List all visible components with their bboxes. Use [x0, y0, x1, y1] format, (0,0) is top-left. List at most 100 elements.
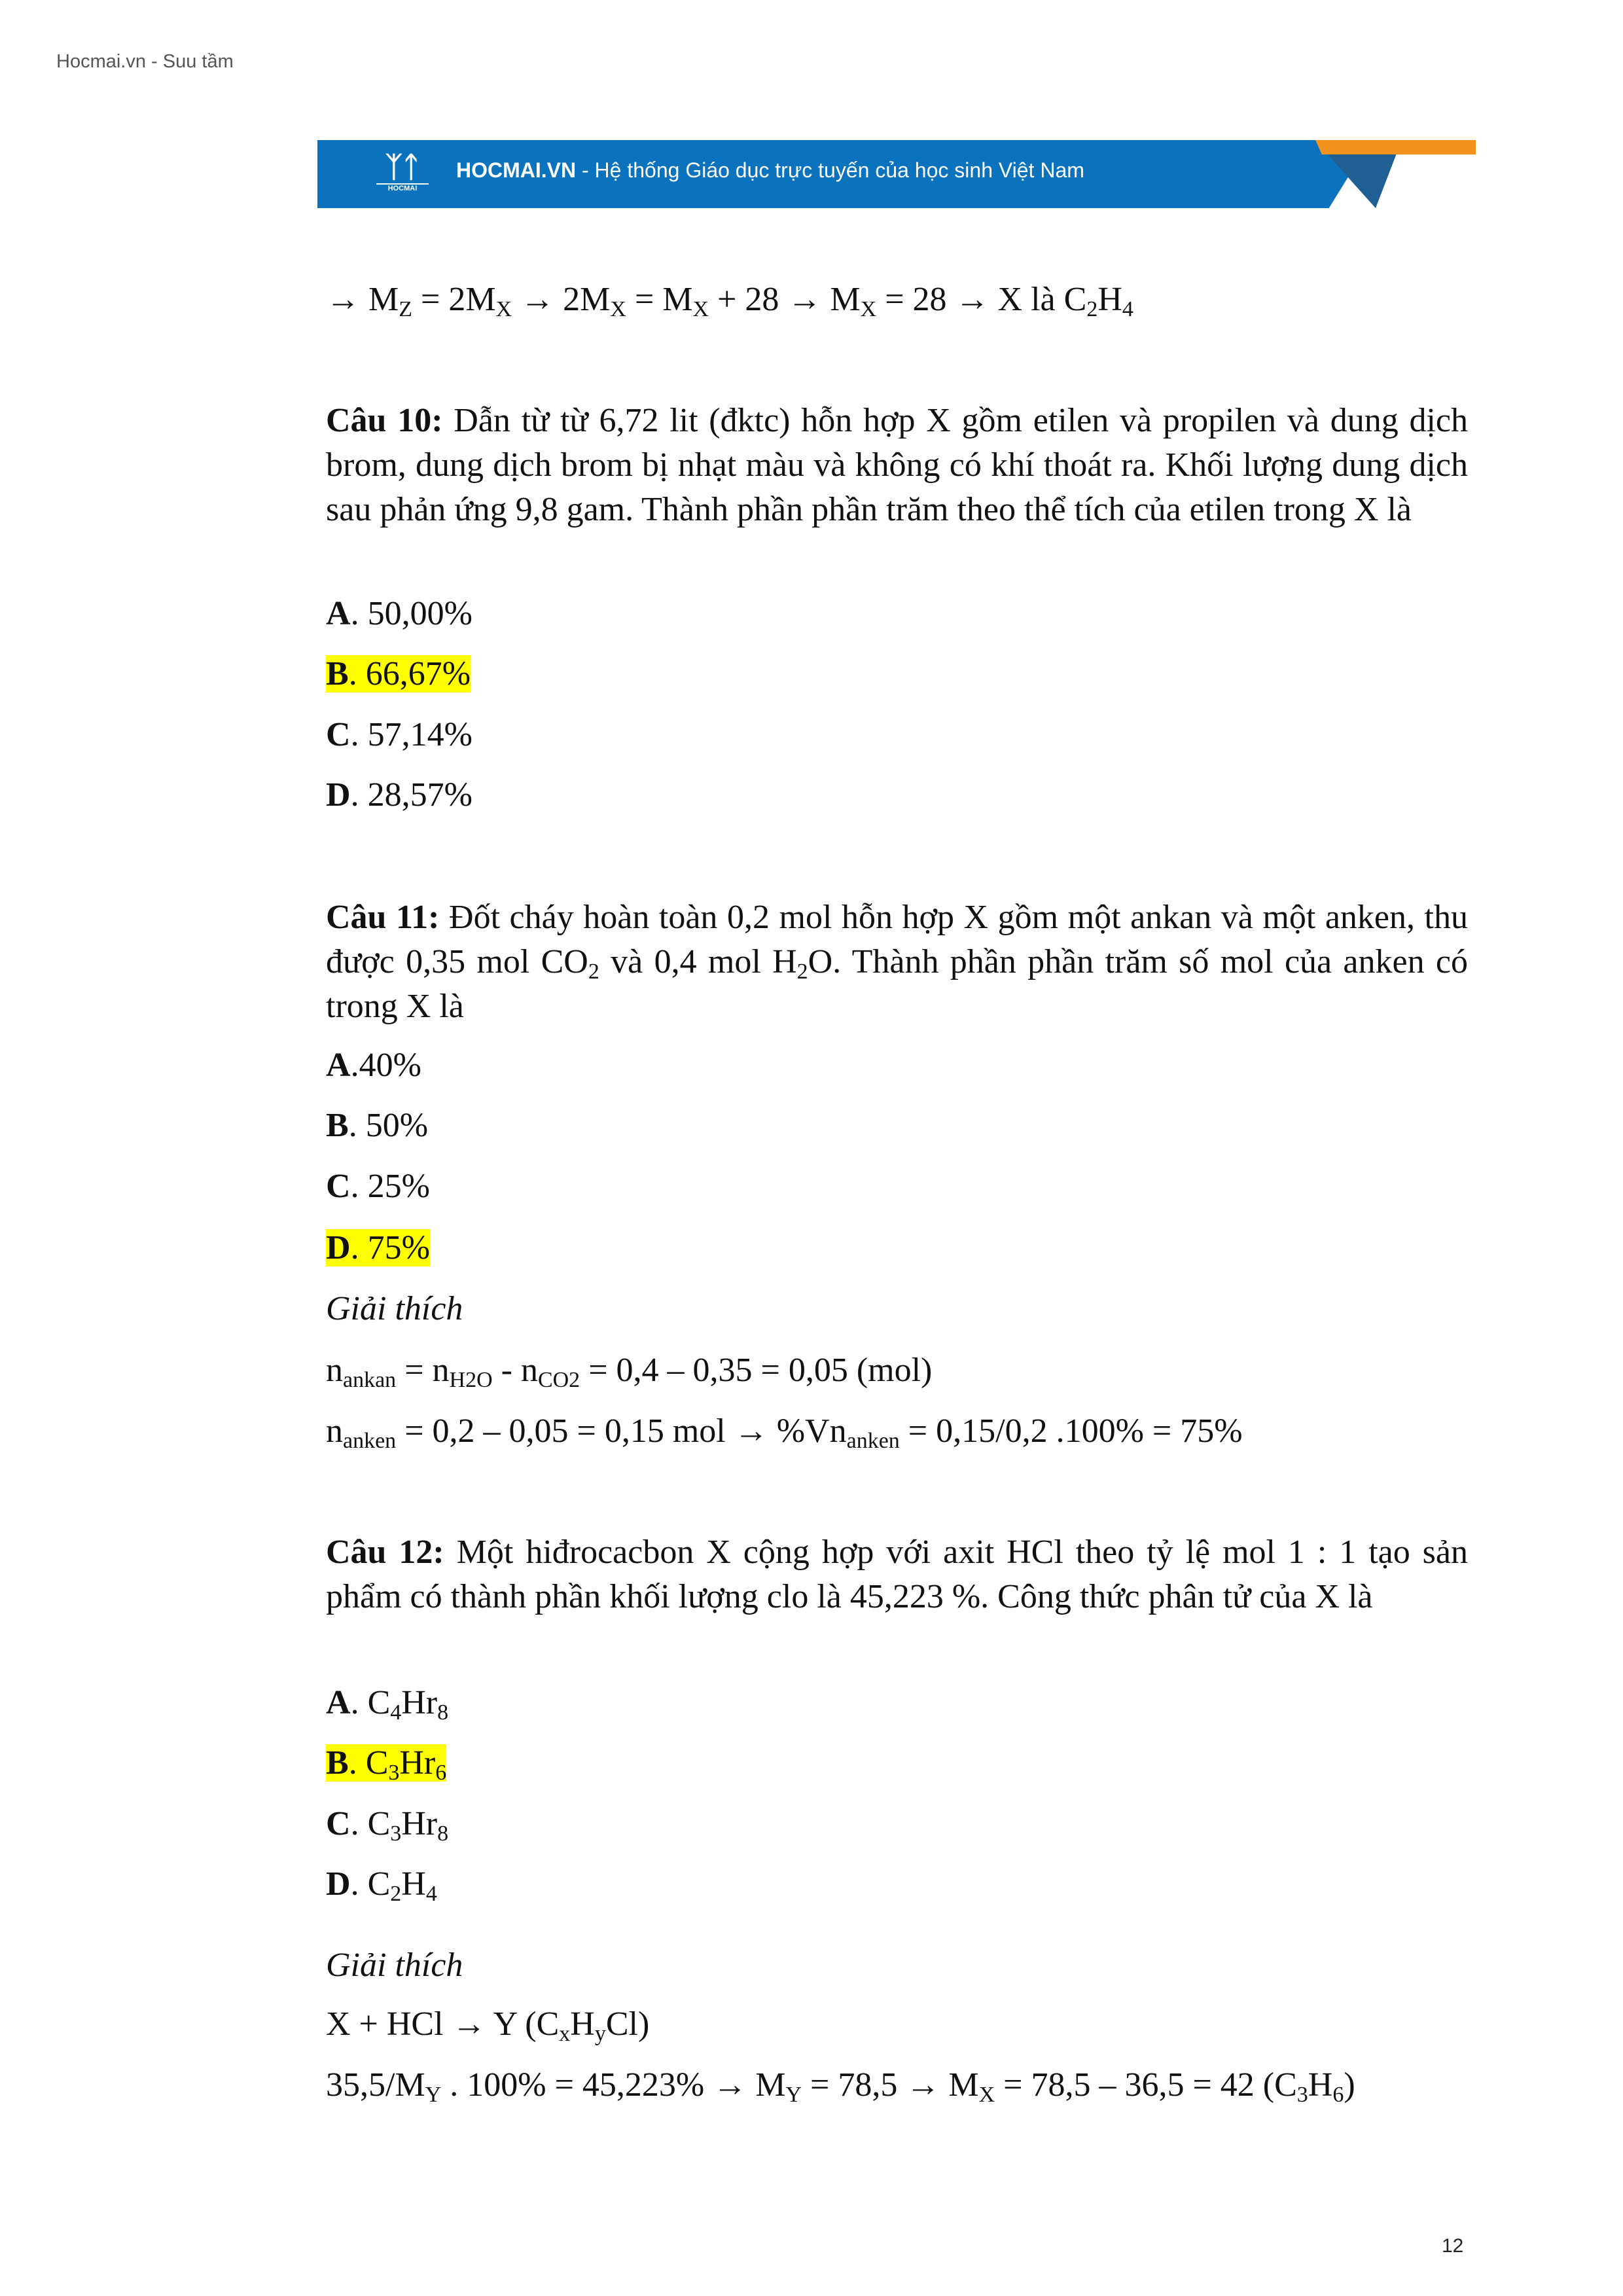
answer-11c: C. 25%	[326, 1164, 1468, 1209]
bold-label: D	[326, 776, 351, 814]
text: = 78,5 – 36,5 = 42 (C	[995, 2066, 1297, 2104]
subscript: X	[495, 297, 512, 321]
subscript: 3	[1296, 2083, 1308, 2107]
text: .40%	[350, 1047, 421, 1084]
text: . 66,67%	[348, 655, 471, 692]
text: . C	[350, 1865, 391, 1903]
subscript: 8	[437, 1700, 449, 1725]
text: = 0,4 – 0,35 = 0,05 (mol)	[580, 1352, 933, 1389]
explanation-11-line1: nankan = nH2O - nCO2 = 0,4 – 0,35 = 0,05…	[326, 1348, 1468, 1393]
text: + 28 → M	[709, 281, 861, 318]
bold-label: A	[326, 595, 351, 632]
brand-name: HOCMAI.VN	[456, 158, 577, 182]
bold-label: B	[326, 1744, 349, 1782]
bold-label: Câu 11:	[326, 899, 440, 936]
bold-label: C	[326, 1168, 351, 1205]
explanation-12-line1: X + HCl → Y (CxHyCl)	[326, 2002, 1468, 2047]
text: H	[570, 2005, 595, 2043]
subscript: y	[594, 2022, 606, 2046]
text: O. Thành phần phần trăm số mol của anken…	[326, 943, 1468, 1025]
text: Hr	[399, 1744, 436, 1782]
people-icon: ᛉᛏ	[385, 151, 420, 183]
text: . 50%	[348, 1107, 429, 1144]
bold-label: A	[326, 1047, 351, 1084]
answer-10b: B. 66,67%	[326, 652, 1468, 696]
subscript: X	[610, 297, 626, 321]
text: n	[326, 1412, 343, 1450]
answer-11d: D. 75%	[326, 1226, 1468, 1270]
text: Dẫn từ từ 6,72 lit (đktc) hỗn hợp X gồm …	[326, 402, 1468, 528]
text: . 28,57%	[350, 776, 473, 814]
subscript: CO2	[537, 1368, 580, 1392]
text: . 75%	[350, 1229, 430, 1266]
bold-label: D	[326, 1229, 351, 1266]
text: . 50,00%	[350, 595, 473, 632]
text: = 0,2 – 0,05 = 0,15 mol → %Vn	[396, 1412, 847, 1450]
text: n	[326, 1352, 343, 1389]
subscript: X	[692, 297, 709, 321]
bold-label: C	[326, 716, 351, 753]
tagline: - Hệ thống Giáo dục trực tuyến của học s…	[576, 158, 1084, 182]
subscript: H2O	[449, 1368, 493, 1392]
intro-line: → MZ = 2MX → 2MX = MX + 28 → MX = 28 → X…	[326, 278, 1468, 322]
text: = 78,5 → M	[802, 2066, 979, 2104]
text: Hr	[401, 1684, 438, 1721]
answer-12b: B. C3Hr6	[326, 1741, 1468, 1785]
text: . C	[350, 1805, 391, 1842]
subscript: 4	[1122, 297, 1133, 321]
text: . C	[348, 1744, 389, 1782]
text: Một hiđrocacbon X cộng hợp với axit HCl …	[326, 1534, 1469, 1615]
explanation-title-12: Giải thích	[326, 1946, 463, 1984]
logo-caption: HOCMAI	[376, 183, 429, 192]
subscript: X	[860, 297, 877, 321]
subscript: anken	[343, 1429, 397, 1453]
bold-label: Câu 10:	[326, 402, 443, 439]
text: = n	[396, 1352, 450, 1389]
text: H	[1097, 281, 1122, 318]
text: . 100% = 45,223% → M	[441, 2066, 786, 2104]
text: X + HCl → Y (C	[326, 2005, 560, 2043]
question-11: Câu 11: Đốt cháy hoàn toàn 0,2 mol hỗn h…	[326, 895, 1468, 1029]
text: . 57,14%	[350, 716, 473, 753]
subscript: Z	[399, 297, 413, 321]
text: H	[1308, 2066, 1333, 2104]
subscript: 2	[1086, 297, 1098, 321]
explanation-12-line2: 35,5/MY . 100% = 45,223% → MY = 78,5 → M…	[326, 2063, 1468, 2108]
source-note: Hocmai.vn - Suu tầm	[56, 51, 234, 72]
highlight: B. C3Hr6	[326, 1744, 447, 1785]
bold-label: C	[326, 1805, 351, 1842]
text: - n	[492, 1352, 538, 1389]
text: Cl)	[605, 2005, 650, 2043]
banner-title: HOCMAI.VN - Hệ thống Giáo dục trực tuyến…	[456, 158, 1084, 183]
page-number: 12	[1442, 2235, 1464, 2257]
text: Hr	[401, 1805, 438, 1842]
text: → 2M	[512, 281, 611, 318]
subscript: 4	[425, 1882, 437, 1906]
answer-10d: D. 28,57%	[326, 773, 1468, 817]
subscript: 6	[435, 1761, 447, 1785]
question-12: Câu 12: Một hiđrocacbon X cộng hợp với a…	[326, 1530, 1468, 1619]
text: Đốt cháy hoàn toàn 0,2 mol hỗn hợp X gồm…	[326, 899, 1469, 980]
text: . 25%	[350, 1168, 430, 1205]
text: = 0,15/0,2 .100% = 75%	[899, 1412, 1243, 1450]
subscript: 2	[390, 1882, 402, 1906]
subscript: Y	[785, 2083, 802, 2107]
bold-label: Câu 12:	[326, 1534, 444, 1571]
subscript: x	[559, 2022, 571, 2046]
answer-10c: C. 57,14%	[326, 713, 1468, 757]
text: 35,5/M	[326, 2066, 425, 2104]
text: = M	[626, 281, 693, 318]
answer-12a: A. C4Hr8	[326, 1681, 1468, 1725]
subscript: Y	[425, 2083, 442, 2107]
text: = 28 → X là C	[876, 281, 1087, 318]
subscript: 4	[390, 1700, 402, 1725]
text: H	[401, 1865, 426, 1903]
answer-11a: A.40%	[326, 1043, 1468, 1088]
answer-12c: C. C3Hr8	[326, 1802, 1468, 1846]
subscript: 2	[588, 960, 599, 984]
bold-label: D	[326, 1865, 351, 1903]
subscript: 2	[796, 960, 808, 984]
subscript: 8	[437, 1821, 449, 1846]
highlight: D. 75%	[326, 1229, 430, 1266]
question-10: Câu 10: Dẫn từ từ 6,72 lit (đktc) hỗn hợ…	[326, 399, 1468, 532]
